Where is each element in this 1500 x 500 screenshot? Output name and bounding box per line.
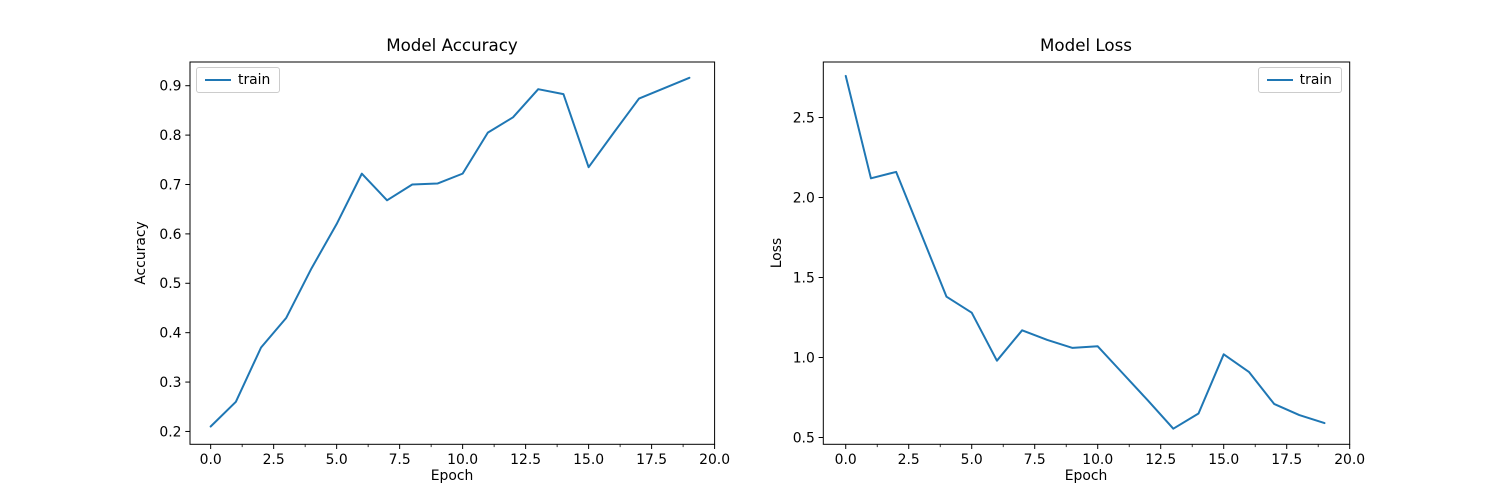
y-axis-label-loss: Loss — [769, 237, 785, 269]
y-tick-label: 0.5 — [159, 276, 181, 292]
train-line — [844, 74, 1326, 430]
y-tick-label: 0.5 — [793, 430, 815, 446]
x-tick-label: 17.5 — [636, 452, 667, 468]
loss-plot-area: 0.0 2.5 5.0 7.5 10.0 12.5 15.0 17.5 20.0 0.5 1.0 1.… — [793, 61, 1365, 468]
x-tick-label: 7.5 — [1024, 452, 1046, 468]
x-tick-label: 2.5 — [263, 452, 285, 468]
x-tick-label: 10.0 — [447, 452, 478, 468]
x-tick-label: 12.5 — [510, 452, 541, 468]
x-tick-label: 5.0 — [326, 452, 348, 468]
y-tick-label: 0.7 — [159, 177, 181, 193]
chart-title-accuracy: Model Accuracy — [386, 35, 518, 55]
legend-loss: train — [1257, 67, 1342, 93]
x-axis-label-accuracy: Epoch — [430, 468, 474, 484]
legend-line-sample — [1266, 79, 1293, 81]
legend-accuracy: train — [196, 67, 281, 93]
accuracy-plot-area: 0.0 2.5 5.0 7.5 10.0 12.5 15.0 17.5 20.0 0.2 0.3 0.… — [159, 61, 730, 468]
y-tick-label: 0.9 — [159, 79, 181, 95]
x-tick-label: 12.5 — [1145, 452, 1176, 468]
x-tick-label: 0.0 — [835, 452, 857, 468]
x-tick-label: 20.0 — [1334, 452, 1365, 468]
y-tick-label: 2.5 — [793, 110, 815, 126]
y-tick-label: 0.4 — [159, 326, 181, 342]
x-tick-label: 7.5 — [389, 452, 411, 468]
y-tick-label: 2.0 — [793, 190, 815, 206]
x-tick-label: 20.0 — [699, 452, 730, 468]
chart-title-loss: Model Loss — [1039, 35, 1133, 55]
y-tick-label: 1.5 — [793, 270, 815, 286]
x-tick-label: 15.0 — [1208, 452, 1239, 468]
x-tick-label: 5.0 — [961, 452, 983, 468]
x-tick-label: 15.0 — [573, 452, 604, 468]
x-tick-label: 10.0 — [1082, 452, 1113, 468]
train-line — [209, 76, 691, 428]
axes-frame — [189, 61, 716, 445]
axes-frame — [822, 61, 1351, 445]
y-tick-label: 0.2 — [159, 424, 181, 440]
legend-label: train — [238, 72, 271, 88]
y-tick-label: 0.3 — [159, 375, 181, 391]
legend-label: train — [1299, 72, 1332, 88]
y-tick-label: 0.6 — [159, 227, 181, 243]
y-axis-label-accuracy: Accuracy — [133, 221, 149, 285]
y-tick-label: 1.0 — [793, 350, 815, 366]
legend-line-sample — [205, 79, 231, 81]
x-tick-label: 17.5 — [1271, 452, 1302, 468]
x-tick-label: 0.0 — [200, 452, 222, 468]
x-axis-label-loss: Epoch — [1064, 468, 1108, 484]
y-tick-label: 0.8 — [159, 128, 181, 144]
x-tick-label: 2.5 — [898, 452, 920, 468]
